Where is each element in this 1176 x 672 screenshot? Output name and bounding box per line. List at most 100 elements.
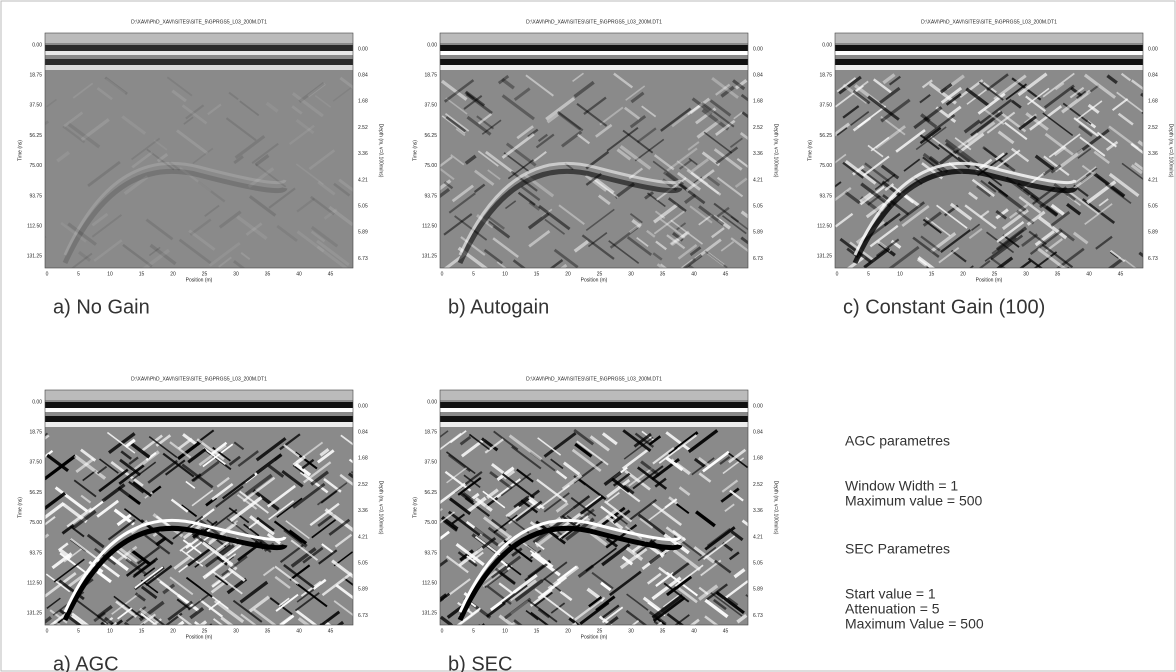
reflection [631, 219, 642, 228]
reflection [671, 561, 690, 577]
radargram-panel: D:\XAVI\PhD_XAVI\SITES\SITE_5\GPRGS5_L03… [412, 376, 778, 672]
position-tick-label: 40 [1086, 271, 1092, 277]
reflection [316, 245, 348, 268]
reflection [146, 148, 175, 171]
reflection [1109, 249, 1126, 263]
reflection [513, 619, 523, 625]
reflection [634, 538, 657, 556]
reflection [440, 615, 455, 625]
reflection [928, 155, 940, 165]
time-tick-label: 75.00 [29, 163, 42, 169]
reflection [640, 460, 661, 477]
reflection [602, 604, 620, 619]
reflection [573, 428, 595, 446]
reflection [546, 113, 559, 124]
reflection [888, 245, 920, 268]
reflection [1096, 175, 1125, 198]
depth-tick-label: 6.73 [358, 613, 368, 619]
reflection [492, 478, 522, 501]
reflection [875, 125, 906, 150]
reflection [611, 477, 631, 493]
depth-tick-label: 0.00 [358, 403, 368, 409]
reflection [507, 159, 534, 180]
depth-tick-label: 1.68 [358, 99, 368, 105]
reflection [683, 193, 697, 205]
reflection [1037, 216, 1068, 240]
reflection [1134, 162, 1143, 171]
reflection [646, 572, 662, 585]
reflection [979, 98, 1013, 125]
reflection [96, 87, 113, 101]
time-tick-label: 112.50 [817, 224, 832, 230]
direct-wave [835, 65, 1143, 70]
reflection [694, 238, 722, 261]
reflection [667, 431, 699, 456]
reflection [498, 582, 514, 595]
reflection [656, 621, 663, 625]
reflection [592, 178, 619, 199]
reflection [721, 479, 739, 493]
reflection [1050, 203, 1065, 216]
time-tick-label: 112.50 [422, 224, 437, 230]
reflection [222, 473, 256, 500]
reflection [1066, 203, 1082, 216]
reflection [600, 505, 618, 520]
reflection [312, 578, 327, 591]
reflection [237, 450, 259, 468]
reflection [468, 433, 491, 451]
reflection [255, 453, 283, 475]
reflection [573, 80, 595, 99]
reflection [995, 226, 1028, 251]
depth-tick-label: 0.00 [358, 46, 368, 52]
reflection [1069, 191, 1100, 215]
reflection [1043, 155, 1070, 176]
reflection [166, 76, 193, 97]
reflection [1073, 117, 1100, 138]
reflection [205, 553, 237, 577]
reflection [211, 508, 238, 529]
reflection [319, 448, 330, 457]
reflection [1130, 164, 1143, 175]
reflection [986, 111, 1016, 134]
reflection [276, 224, 298, 243]
reflection [98, 468, 129, 493]
position-tick-label: 15 [534, 271, 540, 277]
reflection [659, 218, 686, 239]
reflection [854, 80, 869, 92]
reflection [71, 252, 93, 268]
depth-tick-label: 1.68 [753, 456, 763, 462]
reflection [1045, 205, 1059, 217]
position-tick-label: 0 [836, 271, 839, 277]
reflection [225, 117, 257, 142]
reflection [678, 159, 693, 170]
reflection [125, 560, 147, 577]
time-tick-label: 75.00 [819, 163, 832, 169]
reflection [1074, 166, 1097, 184]
reflection [236, 493, 258, 510]
y2-axis-label: Depth (m, v=0.100m/ns) [378, 481, 384, 535]
reflection [589, 435, 610, 452]
reflection [511, 445, 542, 470]
reflection [728, 448, 747, 464]
reflection [1076, 128, 1110, 155]
reflection [509, 579, 538, 602]
reflection [963, 119, 981, 134]
reflection [713, 598, 727, 611]
depth-tick-label: 1.68 [753, 99, 763, 105]
reflection [440, 482, 466, 505]
reflection [91, 214, 123, 238]
reflection [204, 204, 220, 218]
reflection [835, 187, 852, 202]
reflection [220, 542, 243, 561]
reflection [529, 588, 553, 607]
reflection [136, 546, 161, 565]
position-tick-label: 10 [502, 628, 508, 634]
reflection [677, 587, 698, 604]
radargram-panel: D:\XAVI\PhD_XAVI\SITES\SITE_5\GPRGS5_L03… [17, 19, 383, 318]
position-tick-label: 10 [107, 271, 113, 277]
reflection [733, 568, 746, 579]
position-tick-label: 30 [233, 271, 239, 277]
time-tick-label: 18.75 [29, 73, 42, 79]
reflection [979, 210, 990, 219]
reflection [970, 111, 1004, 137]
